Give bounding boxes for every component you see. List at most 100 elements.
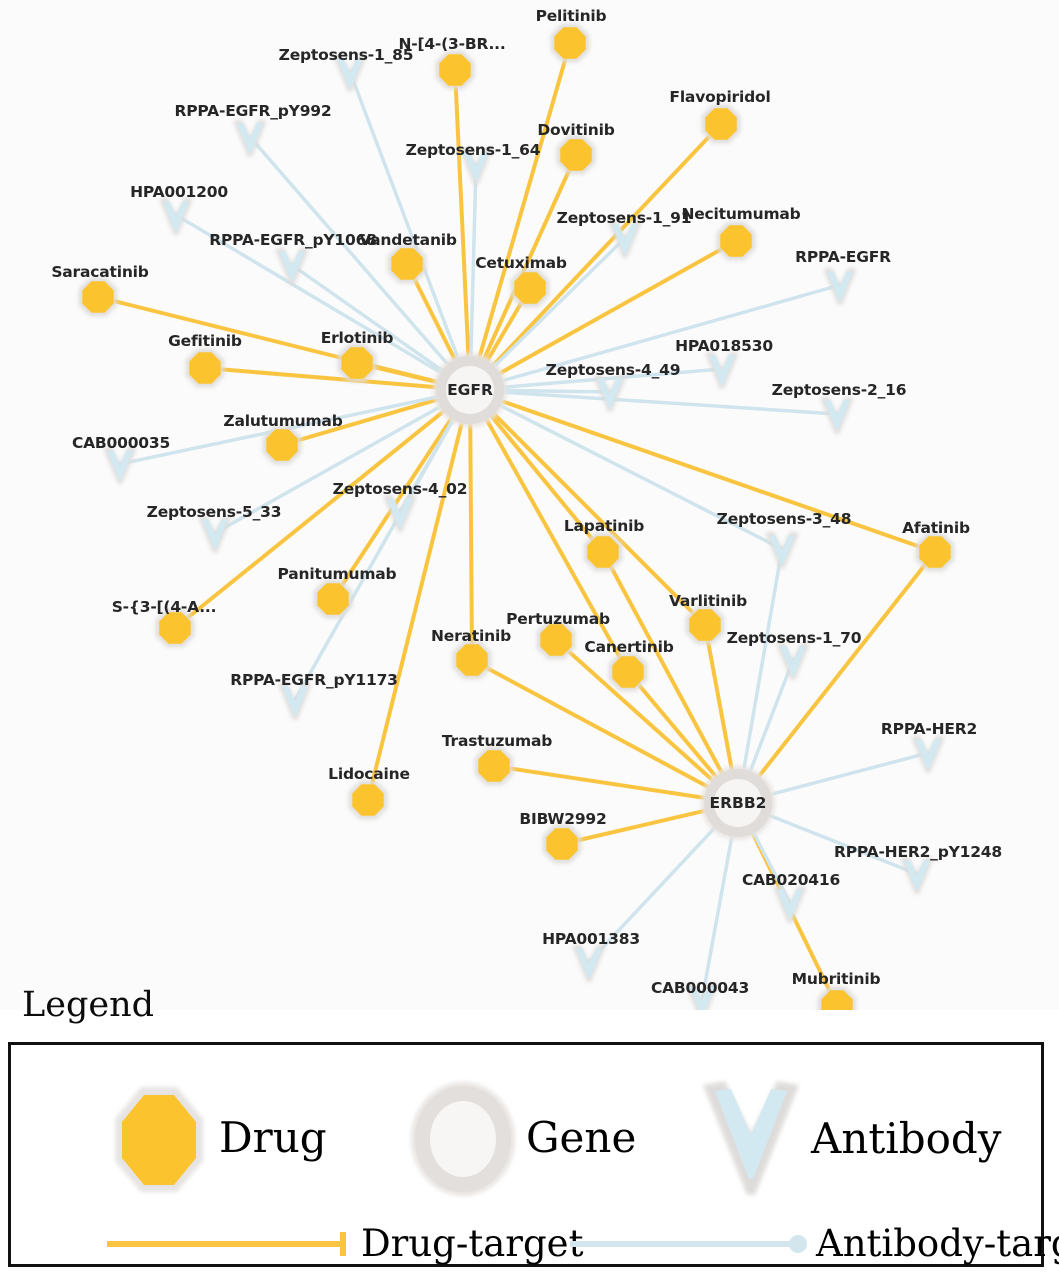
drug-target-edge (554, 638, 718, 785)
drug-node[interactable] (716, 221, 756, 261)
drug-target-edge-icon (107, 1231, 346, 1256)
antibody-target-edge (213, 400, 450, 535)
legend-antibody-target-label: Antibody-target (816, 1222, 1059, 1265)
antibody-target-edge (493, 283, 842, 385)
antibody-target-edge (761, 751, 930, 799)
antibody-node[interactable] (705, 351, 739, 389)
antibody-node[interactable] (820, 396, 854, 434)
legend-box: Drug Gene Antibody Drug-target (8, 1042, 1059, 1267)
antibody-target-edge (587, 820, 722, 964)
drug-target-edge (754, 550, 937, 782)
antibody-node[interactable] (198, 515, 232, 553)
antibody-node[interactable] (773, 885, 807, 923)
antibody-target-edge (494, 367, 724, 390)
gene-node[interactable] (433, 353, 507, 427)
legend-drug-item: Drug (99, 1075, 327, 1200)
drug-node[interactable] (78, 277, 118, 317)
drug-node[interactable] (474, 746, 514, 786)
drug-target-edge (489, 409, 707, 627)
antibody-target-edge-icon (570, 1234, 807, 1253)
drug-node[interactable] (701, 104, 741, 144)
drug-target-edge (626, 670, 721, 783)
antibody-node[interactable] (278, 682, 312, 720)
legend-antibody-target-item: Antibody-target (566, 1225, 1059, 1262)
legend-gene-label: Gene (526, 1112, 637, 1162)
drug-target-edge (280, 396, 444, 447)
drug-node[interactable] (313, 579, 353, 619)
antibody-node[interactable] (593, 374, 627, 412)
legend-gene-item: Gene (401, 1075, 636, 1200)
drug-target-edge (492, 764, 711, 801)
network-canvas (78, 23, 955, 1010)
antibody-node[interactable] (459, 147, 493, 185)
drug-node[interactable] (817, 986, 857, 1010)
drug-target-edge (476, 41, 572, 364)
drug-node[interactable] (348, 780, 388, 820)
network-graph: N-[4-(3-BR... Pelitinib Flavopiridol Doviti… (51, 7, 1003, 1010)
antibody-target-edge (494, 389, 839, 416)
antibody-target-edge (700, 826, 736, 1002)
antibody-node[interactable] (823, 267, 857, 305)
legend: Legend Drug Gene Antibody (0, 985, 1059, 1280)
antibody-target-edge (290, 263, 451, 377)
drug-target-edge (203, 366, 443, 390)
antibody-target-edge (760, 810, 919, 876)
antibody-target-edge (174, 213, 450, 379)
drug-target-edge (480, 153, 578, 365)
antibody-target-edge (248, 135, 455, 373)
antibody-node[interactable] (572, 944, 606, 982)
gene-node-label: EGFR (447, 381, 493, 399)
drug-target-edge (366, 417, 465, 802)
antibody-target-edge (293, 410, 459, 702)
antibody-target-edge (745, 658, 795, 781)
drug-node[interactable] (387, 244, 427, 284)
antibody-node[interactable] (685, 982, 719, 1010)
legend-drug-label: Drug (219, 1112, 327, 1162)
drug-target-edge (482, 414, 630, 674)
drug-node[interactable] (262, 425, 302, 465)
antibody-target-edge (740, 547, 784, 780)
gene-ring-icon (411, 1082, 515, 1196)
antibody-node[interactable] (776, 642, 810, 680)
drug-node[interactable] (337, 343, 377, 383)
drug-node[interactable] (536, 620, 576, 660)
antibody-node[interactable] (911, 735, 945, 773)
legend-title: Legend (22, 985, 155, 1025)
antibody-target-edge (468, 163, 478, 366)
antibody-node[interactable] (159, 197, 193, 235)
antibody-node[interactable] (275, 247, 309, 285)
drug-target-edge (468, 417, 474, 662)
antibody-node[interactable] (233, 119, 267, 157)
drug-node[interactable] (185, 348, 225, 388)
legend-drug-target-item: Drug-target (101, 1225, 583, 1262)
drug-target-edge (470, 658, 714, 791)
antibody-node[interactable] (383, 494, 417, 532)
drug-node[interactable] (452, 640, 492, 680)
antibody-node[interactable] (103, 446, 137, 484)
antibody-node[interactable] (608, 220, 642, 258)
drug-node[interactable] (583, 532, 623, 572)
gene-node-label: ERBB2 (709, 794, 767, 812)
drug-target-edge (703, 623, 735, 776)
drug-node[interactable] (510, 268, 550, 308)
drug-node[interactable] (556, 135, 596, 175)
drug-node[interactable] (608, 652, 648, 692)
drug-target-edge (173, 406, 449, 630)
drug-target-edge (601, 550, 726, 779)
gene-node[interactable] (701, 766, 775, 840)
legend-antibody-label: Antibody (811, 1114, 1002, 1163)
antibody-node[interactable] (900, 856, 934, 894)
drug-node[interactable] (542, 824, 582, 864)
drug-node[interactable] (915, 532, 955, 572)
drug-node[interactable] (155, 608, 195, 648)
drug-node[interactable] (685, 605, 725, 645)
antibody-node[interactable] (333, 54, 367, 92)
drug-node[interactable] (435, 50, 475, 90)
antibody-target-edge (491, 400, 784, 551)
legend-drug-target-label: Drug-target (361, 1222, 584, 1265)
drug-node[interactable] (550, 23, 590, 63)
drug-target-edge (487, 411, 605, 554)
drug-target-edge (494, 239, 738, 378)
antibody-target-edge (494, 388, 612, 394)
antibody-node[interactable] (765, 531, 799, 569)
